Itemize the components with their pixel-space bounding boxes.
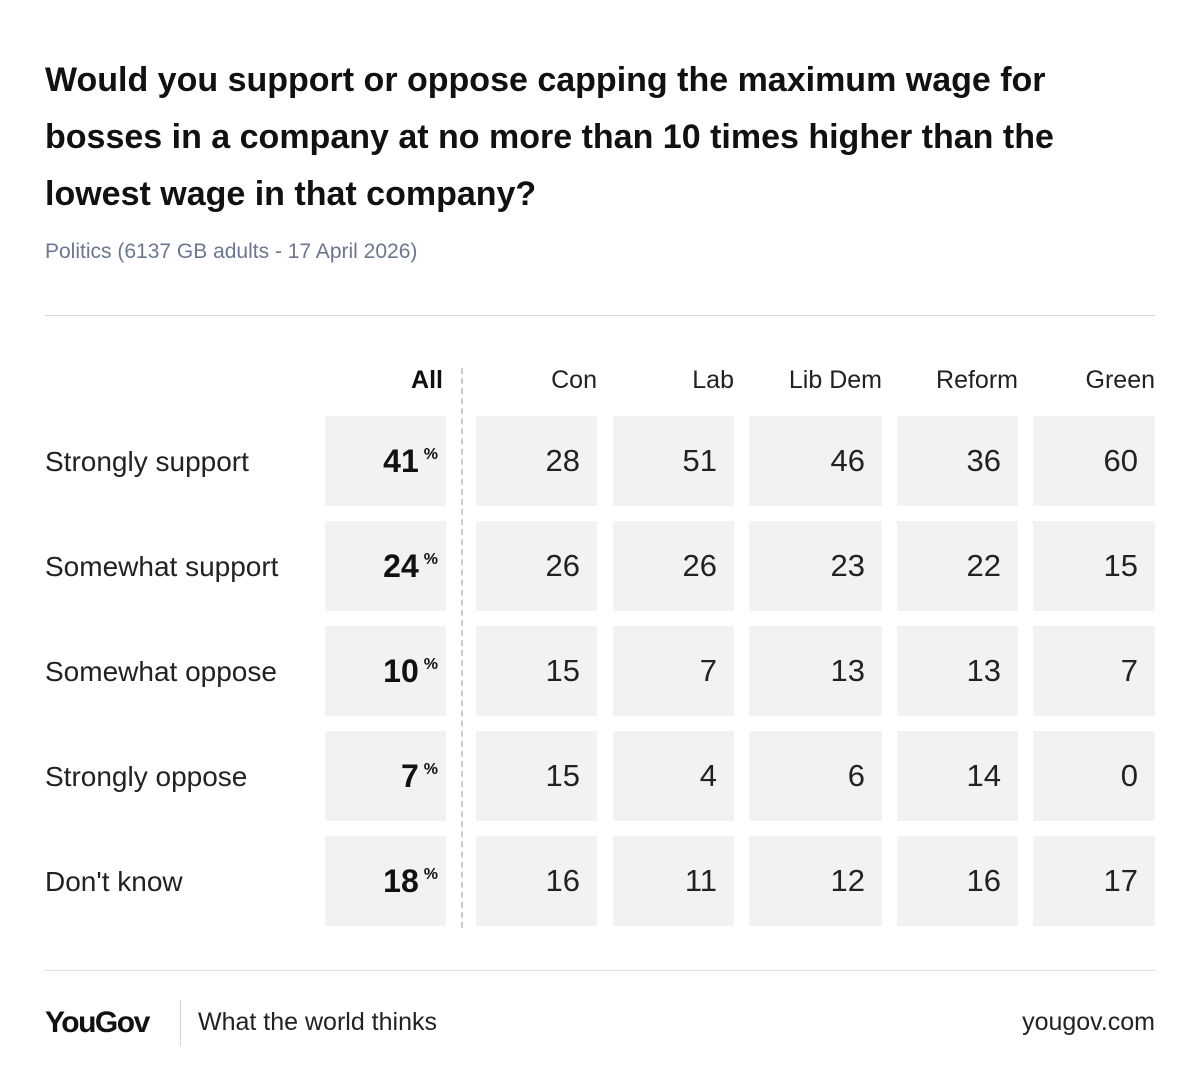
value-cell: 60 — [1033, 416, 1155, 506]
percent-sign: % — [423, 761, 438, 778]
row-label-somewhat-oppose: Somewhat oppose — [45, 655, 277, 687]
value-cell: 7% — [325, 731, 446, 821]
row-label-don-t-know: Don't know — [45, 865, 183, 897]
value-cell: 51 — [613, 416, 734, 506]
value-cell: 4 — [613, 731, 734, 821]
percent-sign: % — [423, 866, 438, 883]
value-cell: 16 — [897, 836, 1018, 926]
value-cell: 13 — [897, 626, 1018, 716]
percent-sign: % — [423, 551, 438, 568]
chart-title: Would you support or oppose capping the … — [45, 61, 1054, 213]
value-cell: 23 — [749, 521, 882, 611]
value-cell: 14 — [897, 731, 1018, 821]
value-cell: 10% — [325, 626, 446, 716]
value-cell: 12 — [749, 836, 882, 926]
value-cell: 15 — [476, 626, 597, 716]
percent-sign: % — [423, 656, 438, 673]
row-label-strongly-support: Strongly support — [45, 445, 249, 477]
value-cell: 18% — [325, 836, 446, 926]
all-value: 7 — [400, 757, 419, 794]
footer-url[interactable]: yougov.com — [1022, 1008, 1155, 1036]
column-header-lib-dem: Lib Dem — [788, 366, 882, 394]
value-cell: 26 — [613, 521, 734, 611]
all-value: 18 — [383, 862, 419, 899]
value-cell: 36 — [897, 416, 1018, 506]
value-cell: 13 — [749, 626, 882, 716]
yougov-logo: YouGov — [45, 1006, 150, 1039]
column-header-reform: Reform — [936, 366, 1018, 394]
footer-tagline: What the world thinks — [198, 1008, 437, 1036]
value-cell: 7 — [1033, 626, 1155, 716]
bottom-divider — [45, 970, 1155, 971]
column-header-con: Con — [551, 366, 597, 394]
value-cell: 15 — [1033, 521, 1155, 611]
all-value: 10 — [383, 652, 419, 689]
column-header-all: All — [411, 366, 443, 394]
value-cell: 24% — [325, 521, 446, 611]
percent-sign: % — [423, 446, 438, 463]
row-label-somewhat-support: Somewhat support — [45, 550, 279, 582]
all-value: 41 — [383, 442, 419, 479]
all-column-divider — [461, 368, 463, 928]
chart-subtitle: Politics (6137 GB adults - 17 April 2026… — [45, 240, 418, 263]
value-cell: 15 — [476, 731, 597, 821]
row-label-strongly-oppose: Strongly oppose — [45, 760, 248, 792]
footer-separator — [180, 1000, 181, 1046]
value-cell: 46 — [749, 416, 882, 506]
value-cell: 22 — [897, 521, 1018, 611]
value-cell: 11 — [613, 836, 734, 926]
column-header-green: Green — [1085, 366, 1155, 394]
value-cell: 0 — [1033, 731, 1155, 821]
column-header-lab: Lab — [692, 366, 734, 394]
value-cell: 7 — [613, 626, 734, 716]
top-divider — [45, 315, 1155, 316]
value-cell: 16 — [476, 836, 597, 926]
value-cell: 26 — [476, 521, 597, 611]
value-cell: 6 — [749, 731, 882, 821]
all-value: 24 — [383, 547, 419, 584]
value-cell: 17 — [1033, 836, 1155, 926]
value-cell: 41% — [325, 416, 446, 506]
value-cell: 28 — [476, 416, 597, 506]
